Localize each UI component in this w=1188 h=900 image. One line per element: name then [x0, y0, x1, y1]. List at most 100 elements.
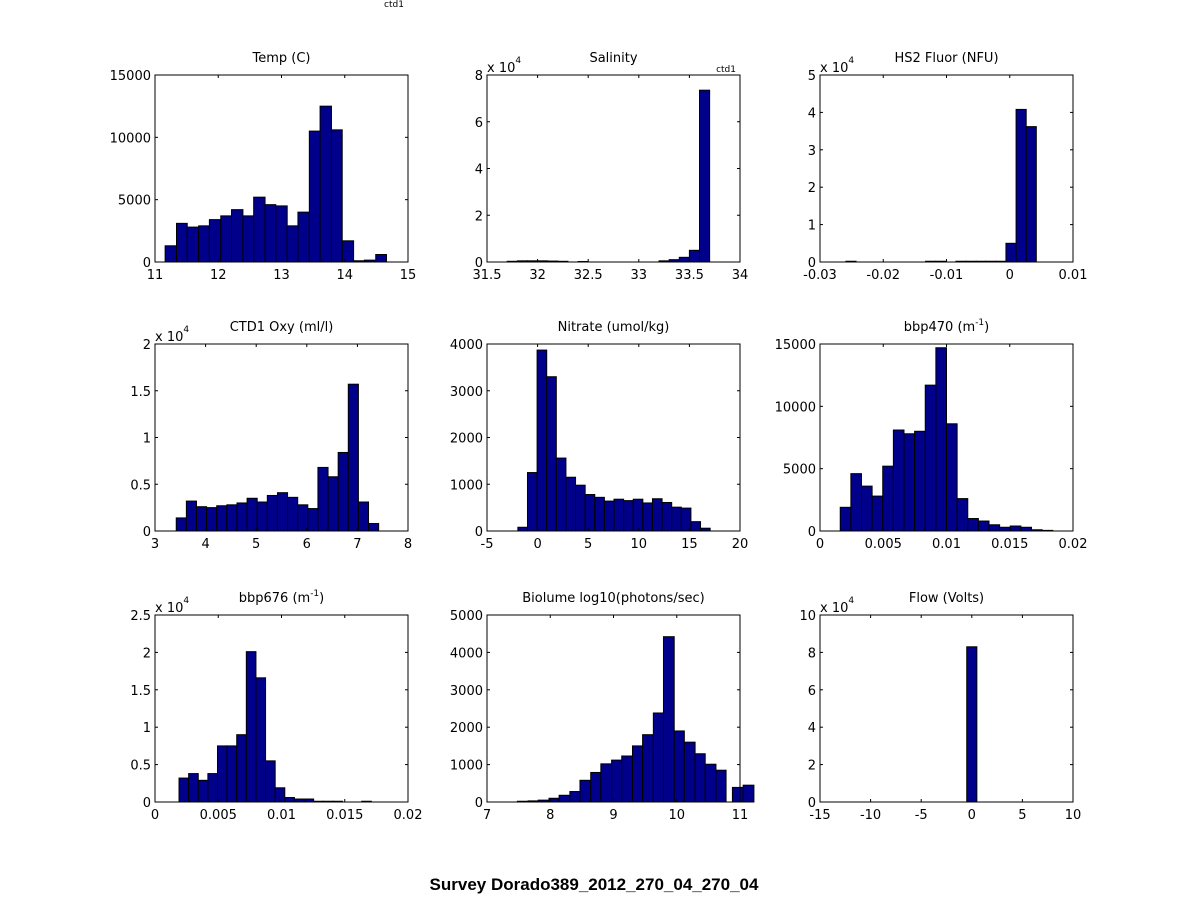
y-tick-label: 3000 — [450, 684, 483, 699]
histogram-panel-7: 0 0.005 0.01 0.015 0.02 0 0.5 1 1.5 2 2.5 bbp676 (m… — [130, 589, 422, 823]
x-tick-label: 33 — [631, 268, 648, 283]
figure-top-label: ctd1 — [384, 0, 404, 10]
histogram-bar — [274, 787, 286, 803]
histogram-bar — [236, 502, 248, 532]
histogram-bar — [175, 517, 187, 532]
histogram-bar — [558, 794, 571, 803]
histogram-bar — [256, 501, 268, 532]
x-tick-label: 11 — [147, 268, 164, 283]
histogram-bar — [871, 495, 884, 532]
histogram-bar — [699, 89, 711, 263]
y-tick-label: 5000 — [783, 463, 816, 478]
histogram-bar — [246, 497, 258, 532]
histogram-bar — [590, 771, 602, 803]
x-tick-label: 7 — [353, 537, 361, 552]
x-tick-label: -5 — [915, 808, 928, 823]
x-tick-label: 13 — [273, 268, 290, 283]
x-tick-label: 34 — [732, 268, 749, 283]
histogram-bar — [255, 677, 267, 803]
histogram-bar — [1015, 108, 1027, 263]
y-tick-label: 0 — [808, 796, 816, 811]
histogram-bar — [546, 376, 557, 532]
histogram-bar — [266, 494, 278, 532]
histogram-bar — [308, 130, 321, 263]
y-tick-label: 15000 — [775, 338, 816, 353]
histogram-bar — [839, 506, 852, 532]
histogram-bar — [956, 498, 969, 532]
panel-note: ctd1 — [716, 65, 736, 75]
histogram-bar — [946, 423, 958, 532]
histogram-panel-9: -15 -10 -5 0 5 10 0 2 4 6 8 10 Flow (Volts) x 104 — [799, 591, 1081, 823]
y-tick-label: 0 — [475, 256, 483, 271]
x-tick-label: 14 — [336, 268, 353, 283]
histogram-bar — [999, 526, 1011, 532]
chart-title: HS2 Fluor (NFU) — [894, 51, 998, 66]
y-tick-label: 0 — [475, 796, 483, 811]
histogram-bar — [579, 779, 592, 803]
histogram-bar — [347, 383, 359, 532]
histogram-bar — [178, 777, 190, 803]
y-tick-label: 0 — [143, 256, 151, 271]
histogram-bar — [715, 769, 727, 803]
y-tick-label: 2 — [143, 338, 151, 353]
x-tick-label: 0.015 — [991, 537, 1028, 552]
y-tick-label: 2000 — [450, 432, 483, 447]
histogram-bar — [206, 507, 218, 532]
y-tick-label: 1000 — [450, 759, 483, 774]
x-tick-label: 8 — [404, 537, 412, 552]
histogram-bar — [671, 506, 682, 532]
chart-title: bbp470 (m-1) — [904, 318, 990, 335]
histogram-bar — [319, 105, 332, 263]
histogram-bar — [185, 500, 197, 532]
histogram-bar — [642, 734, 654, 803]
histogram-bar — [935, 347, 947, 532]
y-tick-label: 10 — [799, 609, 816, 624]
x-tick-label: 7 — [483, 808, 491, 823]
histogram-bar — [882, 465, 894, 532]
histogram-bar — [565, 476, 577, 532]
histogram-bar — [742, 784, 755, 803]
histogram-bar — [253, 196, 266, 263]
y-tick-label: 0.5 — [130, 478, 151, 493]
x-tick-label: 0.005 — [200, 808, 237, 823]
histogram-panel-8: 7 8 9 10 11 0 1000 2000 3000 4000 5000 Biolume log1… — [450, 591, 755, 823]
histogram-bar — [1020, 526, 1033, 532]
x-tick-label: 0 — [151, 808, 159, 823]
histogram-bar — [1025, 126, 1037, 263]
histogram-bar — [584, 494, 596, 532]
histogram-panel-4: 3 4 5 6 7 8 0 0.5 1 1.5 2 CTD1 Oxy (ml/l) x 104 — [130, 320, 412, 552]
x-tick-label: 0.005 — [865, 537, 902, 552]
y-tick-label: 1 — [143, 721, 151, 736]
x-tick-label: -0.03 — [803, 268, 837, 283]
histogram-bar — [195, 506, 208, 532]
y-tick-label: 1.5 — [130, 684, 151, 699]
histogram-bar — [611, 759, 623, 803]
axes-frame — [819, 614, 1074, 803]
histogram-bar — [680, 507, 692, 532]
histogram-panel-2: 31.5 32 32.5 33 33.5 34 0 2 4 6 8 Salinity x 104 ctd1 — [473, 51, 749, 283]
histogram-bar — [368, 523, 380, 532]
y-exponent-label: x 104 — [820, 596, 854, 616]
x-tick-label: -0.02 — [866, 268, 900, 283]
x-tick-label: 0.01 — [267, 808, 296, 823]
y-tick-label: 10000 — [775, 400, 816, 415]
histogram-bar — [594, 496, 605, 532]
histogram-bar — [216, 505, 228, 532]
chart-title: CTD1 Oxy (ml/l) — [230, 320, 334, 335]
x-tick-label: 0.02 — [1059, 537, 1088, 552]
x-tick-label: 20 — [732, 537, 749, 552]
histogram-bar — [226, 504, 238, 532]
y-tick-label: 0 — [143, 525, 151, 540]
y-tick-label: 2.5 — [130, 609, 151, 624]
y-tick-label: 4 — [808, 721, 816, 736]
y-exponent-label: x 104 — [820, 56, 854, 76]
y-tick-label: 4000 — [450, 646, 483, 661]
histogram-bar — [375, 254, 387, 263]
y-tick-label: 5000 — [118, 194, 151, 209]
x-tick-label: -5 — [481, 537, 494, 552]
histogram-bar — [216, 745, 228, 803]
x-tick-label: 5 — [1018, 808, 1026, 823]
histogram-bar — [236, 734, 247, 803]
histogram-bar — [164, 245, 177, 263]
